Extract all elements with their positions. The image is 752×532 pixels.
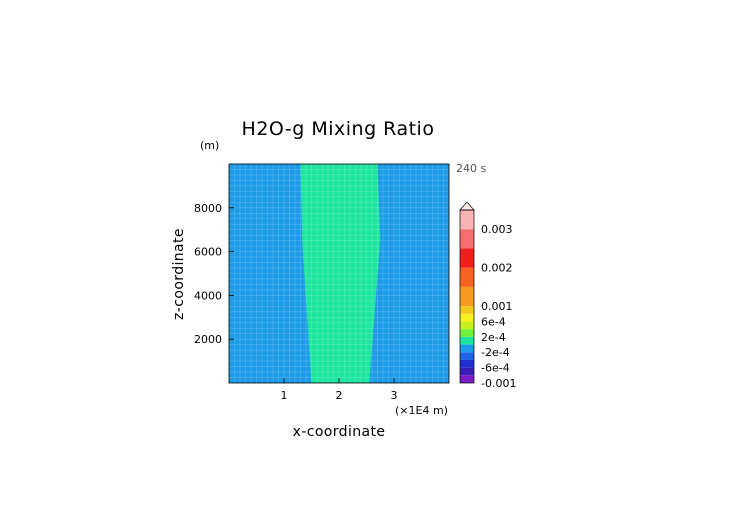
x-tick-label: 2 bbox=[336, 389, 343, 402]
colorbar-band bbox=[460, 210, 474, 230]
x-tick-label: 3 bbox=[391, 389, 398, 402]
chart-title: H2O-g Mixing Ratio bbox=[242, 118, 435, 140]
colorbar: 0.003 0.002 0.001 6e-4 2e-4 -2e-4 -6e-4 -0.001 bbox=[459, 201, 516, 390]
colorbar-label: -0.001 bbox=[481, 377, 516, 390]
colorbar-band bbox=[460, 329, 474, 337]
y-axis-label: z-coordinate bbox=[171, 228, 187, 320]
colorbar-label: 0.003 bbox=[481, 223, 513, 236]
y-tick-label: 2000 bbox=[194, 333, 222, 346]
colorbar-band bbox=[460, 344, 474, 353]
x-axis-ticks: 1 2 3 bbox=[281, 378, 398, 402]
x-unit-label: (×1E4 m) bbox=[395, 404, 448, 417]
y-axis-ticks: 2000 4000 6000 8000 bbox=[194, 202, 234, 346]
y-tick-label: 4000 bbox=[194, 289, 222, 302]
time-label: 240 s bbox=[456, 162, 486, 175]
colorbar-band bbox=[460, 286, 474, 307]
colorbar-band bbox=[460, 359, 474, 368]
colorbar-band bbox=[460, 313, 474, 322]
x-tick-label: 1 bbox=[281, 389, 288, 402]
colorbar-band bbox=[460, 367, 474, 376]
colorbar-frame bbox=[459, 209, 475, 384]
colorbar-label: -2e-4 bbox=[481, 346, 510, 359]
colorbar-label: 0.001 bbox=[481, 300, 513, 313]
y-tick-label: 8000 bbox=[194, 202, 222, 215]
grid-lines bbox=[229, 164, 449, 383]
x-axis-label: x-coordinate bbox=[293, 424, 386, 440]
colorbar-band bbox=[460, 267, 474, 287]
colorbar-label: 6e-4 bbox=[481, 315, 506, 328]
plume-region bbox=[300, 164, 381, 383]
colorbar-band bbox=[460, 229, 474, 249]
y-tick-label: 6000 bbox=[194, 246, 222, 259]
y-unit-label: (m) bbox=[200, 139, 219, 152]
colorbar-label: 2e-4 bbox=[481, 331, 506, 344]
colorbar-label: 0.002 bbox=[481, 262, 513, 275]
colorbar-band bbox=[460, 375, 474, 383]
colorbar-band bbox=[460, 352, 474, 360]
colorbar-label: -6e-4 bbox=[481, 362, 510, 375]
colorbar-band bbox=[460, 336, 474, 345]
colorbar-band bbox=[460, 248, 474, 268]
colorbar-band bbox=[460, 321, 474, 330]
colorbar-band bbox=[460, 306, 474, 314]
colorbar-overflow-triangle bbox=[459, 201, 475, 211]
plot-area bbox=[228, 163, 450, 384]
